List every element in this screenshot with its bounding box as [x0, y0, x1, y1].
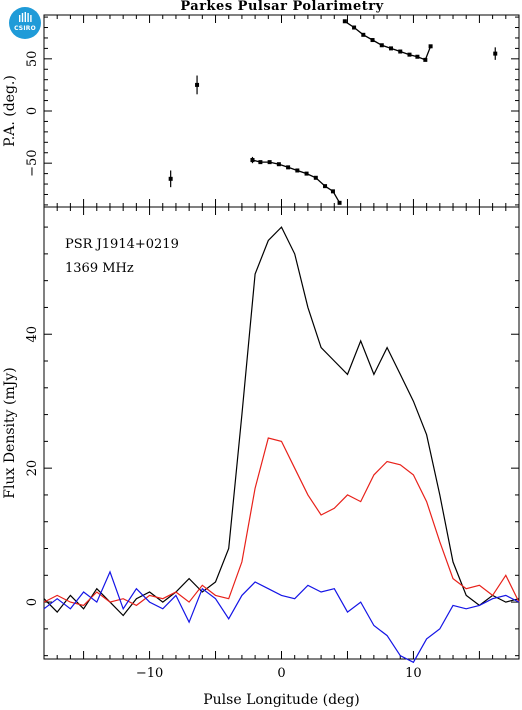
flux-xtick-label: −10	[136, 666, 163, 681]
chart-title: Parkes Pulsar Polarimetry	[180, 0, 383, 14]
pa-ytick-label: −50	[25, 149, 40, 176]
pa-ytick-label: 50	[25, 51, 40, 68]
flux-series-0	[43, 226, 520, 617]
pa-point	[330, 189, 335, 194]
pa-point	[267, 160, 272, 165]
pa-point	[323, 184, 328, 189]
pa-point	[389, 46, 394, 51]
pa-point	[286, 165, 291, 170]
pa-point	[195, 82, 200, 87]
pa-point	[337, 200, 342, 205]
pa-curves	[252, 20, 432, 204]
pa-point	[493, 51, 498, 56]
pa-point	[379, 43, 384, 48]
pa-point	[250, 158, 255, 163]
pa-point	[258, 160, 263, 165]
pulsar-name-annotation: PSR J1914+0219	[65, 237, 179, 252]
pa-point	[304, 171, 309, 176]
pa-axis-label: P.A. (deg.)	[2, 75, 18, 147]
pa-point	[168, 176, 173, 181]
frequency-annotation: 1369 MHz	[65, 261, 134, 276]
flux-xtick-label: 10	[405, 666, 422, 681]
flux-series-2	[43, 570, 520, 664]
pa-point	[415, 54, 420, 59]
flux-ytick-label: 0	[25, 598, 40, 606]
flux-ytick-label: 40	[25, 326, 40, 343]
pa-point	[428, 44, 433, 49]
flux-axis-label: Flux Density (mJy)	[2, 367, 18, 498]
longitude-axis-label: Pulse Longitude (deg)	[203, 692, 360, 708]
pa-point	[361, 32, 366, 37]
pa-point	[313, 175, 318, 180]
pa-point	[276, 162, 281, 167]
pa-panel-ticks	[43, 15, 520, 207]
pa-point	[295, 168, 300, 173]
csiro-logo-text: CSIRO	[14, 25, 36, 32]
pa-point	[370, 38, 375, 43]
pa-curve	[252, 159, 341, 204]
pa-point	[342, 19, 347, 24]
pa-point	[407, 52, 412, 57]
pa-points	[168, 19, 498, 205]
pa-panel-tick-labels: −50 0 50	[25, 51, 40, 177]
pa-panel: −50 0 50 P.A. (deg.)	[2, 14, 520, 208]
pa-point	[352, 25, 357, 30]
pa-curve	[344, 20, 432, 61]
pa-panel-frame	[43, 14, 520, 208]
flux-series-1	[43, 437, 520, 607]
flux-series	[43, 226, 520, 664]
flux-panel-tick-labels: −10 0 10 0 20 40	[25, 326, 422, 681]
csiro-logo: CSIRO	[9, 7, 41, 39]
flux-xtick-label: 0	[277, 666, 285, 681]
pa-point	[423, 57, 428, 62]
flux-panel: −10 0 10 0 20 40 PSR J1914+0219 1369 MHz Flux…	[2, 206, 520, 708]
pa-ytick-label: 0	[25, 107, 40, 115]
pa-point	[398, 49, 403, 54]
flux-ytick-label: 20	[25, 460, 40, 477]
